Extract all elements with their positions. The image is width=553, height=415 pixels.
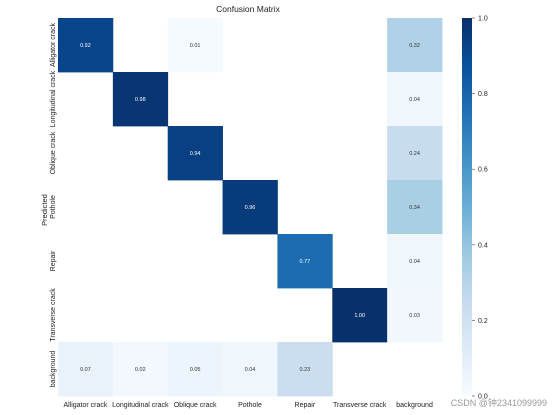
watermark-text: CSDN @钟2341099999 [450, 398, 547, 408]
colorbar-tick-label: 1.0 [478, 16, 488, 23]
cell-value-label: 1.00 [354, 313, 365, 319]
heatmap-cell [387, 126, 443, 181]
y-axis-label: Predicted [40, 194, 49, 226]
cell-value-label: 0.03 [409, 313, 420, 319]
y-axis-ticks: Alligator crack Longitudinal crack Oblique… [50, 23, 57, 388]
heatmap-cell [332, 288, 388, 343]
x-tick-label: Pothole [238, 402, 262, 409]
cell-value-label: 0.04 [409, 259, 420, 265]
cell-value-label: 0.94 [190, 151, 201, 157]
x-tick-label: Oblique crack [174, 402, 217, 409]
colorbar-tick-label: 0.8 [478, 91, 488, 98]
y-tick-label: background [50, 351, 57, 388]
heatmap-cell [167, 342, 223, 397]
cell-value-label: 0.01 [190, 43, 201, 49]
heatmap-cell [167, 126, 223, 181]
y-tick-label: Pothole [50, 195, 57, 219]
heatmap-cells [58, 18, 443, 397]
heatmap-cell [387, 18, 443, 73]
heatmap-cell [112, 342, 169, 397]
heatmap-cell [277, 234, 333, 289]
cell-value-label: 0.02 [135, 367, 146, 373]
y-tick-label: Oblique crack [50, 131, 57, 174]
heatmap-cell [277, 342, 333, 397]
y-tick-label: Alligator crack [50, 23, 57, 67]
heatmap-cell [58, 18, 114, 73]
colorbar-tick-label: 0.6 [478, 167, 488, 174]
cell-value-label: 0.04 [245, 367, 256, 373]
x-tick-label: Repair [295, 402, 316, 409]
heatmap-cell [387, 288, 443, 343]
colorbar-tick-label: 0.2 [478, 318, 488, 325]
heatmap-cell [58, 342, 114, 397]
x-tick-label: Alligator crack [63, 402, 107, 409]
cell-value-label: 0.92 [80, 43, 91, 49]
cell-value-label: 0.24 [409, 151, 420, 157]
cell-value-label: 0.23 [299, 367, 310, 373]
cell-value-label: 0.05 [190, 367, 201, 373]
colorbar-tick-label: 0.4 [478, 242, 488, 249]
cell-value-label: 0.04 [409, 97, 420, 103]
heatmap-cell-labels: 0.92 0.01 0.32 0.98 0.04 0.94 0.24 0.96 0.34 0.77… [80, 43, 420, 373]
y-tick-label: Transverse crack [50, 288, 57, 342]
heatmap-cell [387, 180, 443, 235]
heatmap-cell [222, 180, 278, 235]
x-tick-label: background [396, 402, 433, 409]
chart-title: Confusion Matrix [216, 4, 281, 14]
cell-value-label: 0.32 [409, 43, 420, 49]
cell-value-label: 0.34 [409, 205, 420, 211]
colorbar-tick-label: 0.0 [478, 394, 488, 401]
heatmap-cell [387, 234, 443, 289]
y-tick-label: Repair [50, 250, 57, 271]
heatmap-cell [387, 72, 443, 127]
heatmap-cell [222, 342, 278, 397]
x-tick-label: Transverse crack [333, 402, 387, 409]
x-tick-label: Longitudinal crack [112, 402, 169, 409]
colorbar-ticks: 0.0 0.2 0.4 0.6 0.8 1.0 [472, 16, 488, 401]
colorbar [462, 18, 472, 396]
heatmap-cell [167, 18, 223, 73]
heatmap-cell [112, 72, 169, 127]
cell-value-label: 0.96 [245, 205, 256, 211]
x-axis-ticks: Alligator crack Longitudinal crack Oblique… [63, 402, 433, 409]
cell-value-label: 0.98 [135, 97, 146, 103]
cell-value-label: 0.07 [80, 367, 91, 373]
cell-value-label: 0.77 [299, 259, 310, 265]
y-tick-label: Longitudinal crack [50, 70, 57, 127]
